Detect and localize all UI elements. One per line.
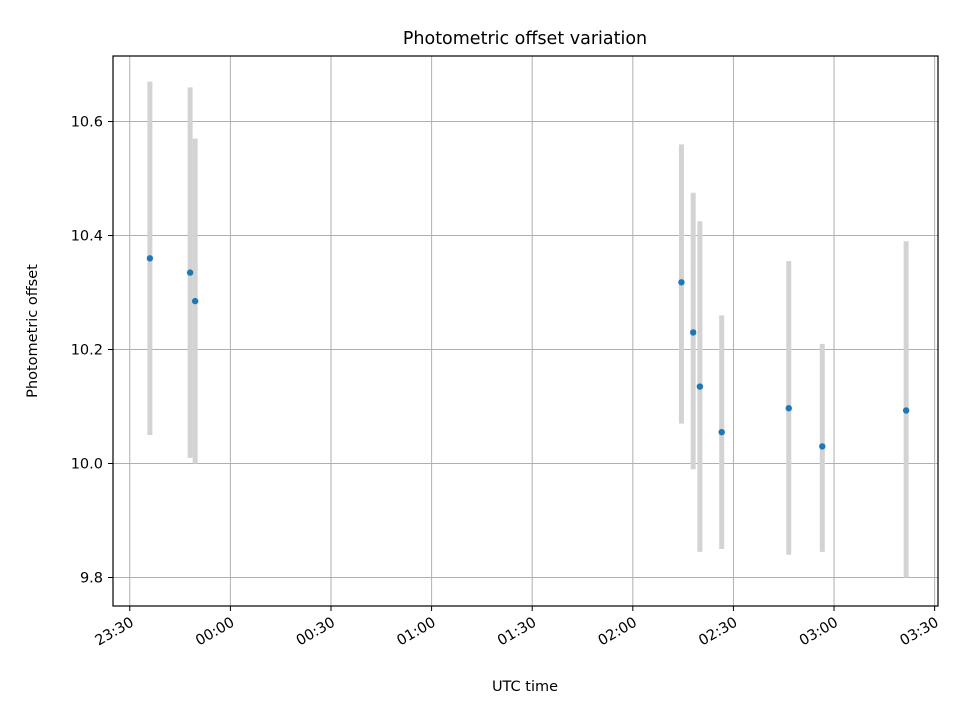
- data-point: [718, 428, 725, 436]
- data-point: [186, 269, 194, 276]
- x-tick-label: 01:30: [495, 615, 539, 650]
- chart-title: Photometric offset variation: [403, 29, 647, 49]
- data-point: [696, 383, 704, 390]
- y-tick-label: 10.6: [71, 115, 103, 131]
- data-point: [819, 443, 826, 450]
- x-tick-label: 23:30: [93, 615, 137, 650]
- x-tick-label: 00:30: [294, 615, 338, 650]
- y-tick-label: 10.4: [71, 229, 103, 245]
- grid-lines: [113, 56, 938, 606]
- axis-ticks: 23:30 00:00 00:30 01:00 01:30 02:00 02:30 03:00…: [71, 115, 942, 650]
- y-tick-label: 9.8: [80, 571, 103, 587]
- data-points: [146, 255, 910, 450]
- plot-frame: [112, 55, 939, 607]
- data-point: [785, 405, 792, 412]
- x-tick-label: 03:00: [797, 615, 841, 650]
- data-point: [191, 297, 199, 305]
- x-tick-label: 01:00: [394, 615, 438, 650]
- x-tick-label: 03:30: [897, 615, 941, 650]
- y-tick-label: 10.0: [71, 457, 103, 473]
- y-axis-label: Photometric offset: [25, 264, 41, 398]
- error-bars: [147, 81, 909, 578]
- x-tick-label: 02:00: [596, 615, 640, 650]
- data-point: [902, 407, 910, 414]
- x-tick-label: 02:30: [696, 615, 740, 650]
- x-tick-label: 00:00: [193, 615, 237, 650]
- data-point: [146, 255, 154, 262]
- data-point: [689, 329, 697, 336]
- x-axis-label: UTC time: [492, 679, 558, 695]
- y-tick-label: 10.2: [71, 343, 103, 359]
- data-point: [678, 279, 685, 286]
